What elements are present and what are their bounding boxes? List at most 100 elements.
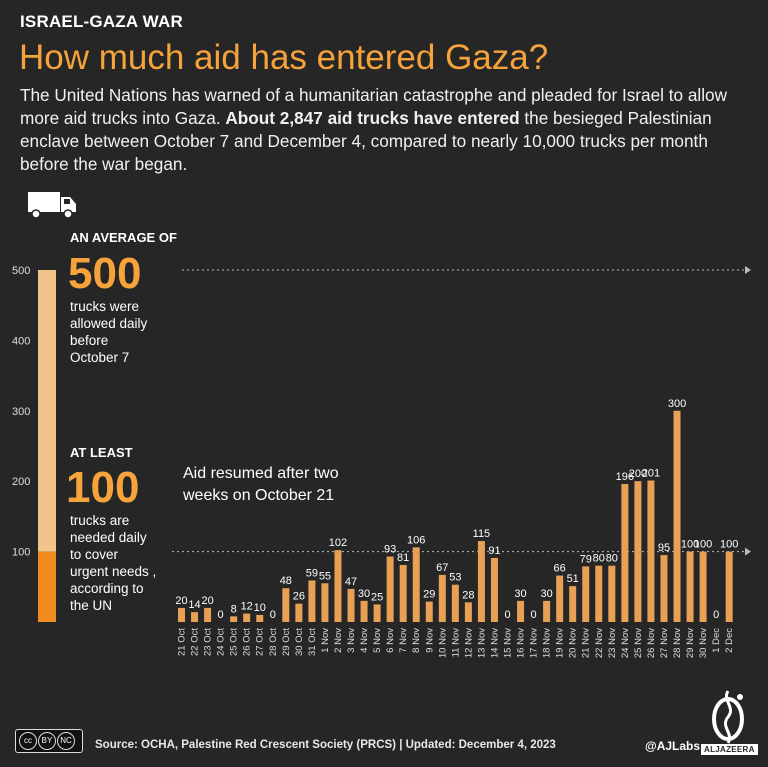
x-tick-label: 13 Nov [476, 628, 487, 658]
bar-value-label: 67 [436, 562, 448, 574]
annotation-line-1: Aid resumed after two [183, 465, 339, 482]
x-tick-label: 27 Oct [255, 628, 266, 656]
x-tick-label: 14 Nov [489, 628, 500, 658]
bar [464, 602, 472, 622]
y-tick-label: 300 [12, 406, 30, 418]
x-tick-label: 29 Oct [281, 628, 292, 656]
bar-value-label: 106 [407, 534, 425, 546]
bar-value-label: 0 [713, 609, 719, 621]
bar [569, 586, 577, 622]
bar [582, 566, 590, 622]
least-desc-4: urgent needs , [70, 564, 156, 579]
x-tick-label: 19 Nov [555, 628, 566, 658]
x-tick-label: 29 Nov [685, 628, 696, 658]
avg-caption: AN AVERAGE OF [70, 230, 177, 245]
bar [660, 555, 668, 622]
source-text: Source: OCHA, Palestine Red Crescent Soc… [95, 739, 556, 751]
x-tick-label: 17 Nov [529, 628, 540, 658]
bar [386, 556, 394, 622]
bar-value-label: 79 [580, 553, 592, 565]
x-tick-label: 26 Oct [242, 628, 253, 656]
x-tick-label: 21 Nov [581, 628, 592, 658]
truck-icon [28, 192, 76, 219]
bar-value-label: 30 [540, 588, 552, 600]
bar-value-label: 93 [384, 544, 396, 556]
bar-value-label: 0 [270, 609, 276, 621]
x-tick-label: 30 Oct [294, 628, 305, 656]
avg-desc-2: allowed daily [70, 316, 148, 331]
bar-value-label: 95 [658, 542, 670, 554]
least-value: 100 [66, 463, 139, 512]
x-tick-label: 21 Oct [177, 628, 188, 656]
bar [634, 481, 642, 622]
needed-minimum-bar [38, 551, 56, 622]
bar-value-label: 14 [188, 599, 200, 611]
bar [243, 613, 251, 622]
bar [595, 565, 603, 622]
bar [256, 614, 264, 622]
side-bar-gap [38, 220, 56, 270]
x-tick-label: 28 Nov [672, 628, 683, 658]
page-title: How much aid has entered Gaza? [19, 38, 549, 77]
bar-value-label: 81 [397, 552, 409, 564]
x-tick-label: 31 Oct [307, 628, 318, 656]
x-tick-label: 20 Nov [568, 628, 579, 658]
x-tick-label: 25 Nov [633, 628, 644, 658]
bar-value-label: 0 [218, 609, 224, 621]
bar-value-label: 66 [554, 563, 566, 575]
bar [543, 600, 551, 622]
x-tick-label: 26 Nov [646, 628, 657, 658]
aljazeera-brand: ALJAZEERA [701, 744, 758, 755]
bar-value-label: 80 [593, 553, 605, 565]
bar [191, 612, 199, 622]
bar-value-label: 29 [423, 589, 435, 601]
bar [686, 551, 694, 622]
ajlabs-handle: @AJLabs [645, 739, 701, 753]
least-caption: AT LEAST [70, 445, 133, 460]
x-tick-label: 27 Nov [659, 628, 670, 658]
bar-value-label: 55 [319, 570, 331, 582]
intro-part-1: The United Nations has warned of a human… [20, 85, 728, 128]
bar [373, 604, 381, 622]
nc-icon: NC [57, 732, 75, 750]
bar-value-label: 80 [606, 553, 618, 565]
bar-value-label: 51 [567, 573, 579, 585]
least-desc-3: to cover [70, 547, 119, 562]
bar-value-label: 53 [449, 572, 461, 584]
x-tick-label: 22 Oct [190, 628, 201, 656]
avg-desc-1: trucks were [70, 299, 139, 314]
bar-value-label: 59 [306, 567, 318, 579]
x-tick-label: 3 Nov [346, 628, 357, 653]
bar [477, 541, 485, 622]
intro-text: The United Nations has warned of a human… [20, 84, 750, 176]
bar-value-label: 47 [345, 576, 357, 588]
least-desc-1: trucks are [70, 513, 129, 528]
bar [725, 551, 733, 622]
x-tick-label: 5 Nov [372, 628, 383, 653]
x-tick-label: 16 Nov [516, 628, 527, 658]
bar [282, 588, 290, 622]
aljazeera-logo-icon [712, 690, 744, 744]
least-desc-2: needed daily [70, 530, 147, 545]
least-desc-5: according to [70, 581, 144, 596]
bar-value-label: 30 [358, 588, 370, 600]
bar [490, 557, 498, 622]
bar [451, 584, 459, 622]
bar-value-label: 115 [473, 528, 491, 540]
intro-part-2: the besieged Palestinian enclave between… [20, 108, 712, 174]
bar [425, 601, 433, 622]
bar [295, 603, 303, 622]
reference-arrow-icon [745, 547, 751, 556]
x-tick-label: 4 Nov [359, 628, 370, 653]
avg-desc-4: October 7 [70, 350, 129, 365]
bar-value-label: 0 [504, 609, 510, 621]
bar-value-label: 48 [280, 575, 292, 587]
x-tick-label: 1 Dec [711, 628, 722, 653]
bar [608, 565, 616, 622]
x-tick-label: 24 Nov [620, 628, 631, 658]
x-tick-label: 10 Nov [437, 628, 448, 658]
creative-commons-badge: cc BY NC [15, 729, 83, 753]
bar [360, 600, 368, 622]
y-tick-label: 400 [12, 335, 30, 347]
